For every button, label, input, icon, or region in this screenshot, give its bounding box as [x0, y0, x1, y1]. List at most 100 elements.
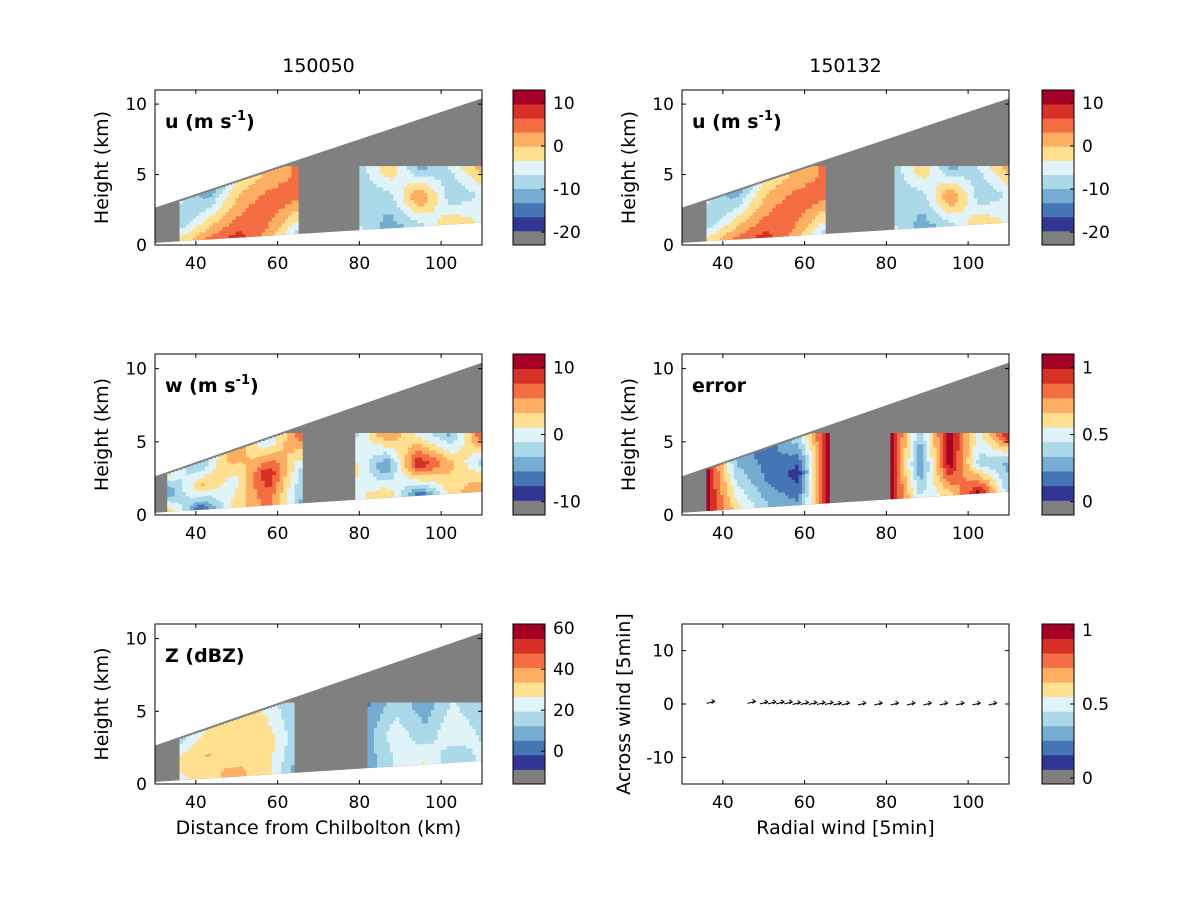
echo-cell [754, 455, 759, 460]
echo-cell [755, 208, 760, 212]
echo-cell [802, 209, 806, 214]
echo-cell [475, 181, 480, 186]
echo-cell [890, 447, 895, 452]
echo-cell [933, 485, 938, 490]
echo-cell [379, 190, 384, 195]
echo-cell [223, 495, 228, 500]
echo-cell [358, 458, 363, 463]
echo-cell [464, 482, 469, 487]
echo-cell [772, 223, 777, 228]
echo-cell [215, 468, 221, 472]
echo-cell [775, 177, 780, 182]
echo-cell [279, 453, 285, 459]
echo-cell [767, 490, 772, 495]
echo-cell [893, 458, 898, 463]
echo-cell [791, 446, 796, 452]
echo-cell [894, 221, 899, 227]
echo-cell [242, 486, 247, 491]
echo-cell [227, 461, 232, 466]
echo-cell [174, 506, 180, 510]
echo-cell [910, 479, 915, 484]
echo-cell [788, 448, 793, 453]
echo-cell [811, 207, 816, 212]
echo-cell [818, 207, 823, 212]
echo-cell [730, 503, 735, 507]
echo-cell [754, 464, 759, 469]
echo-cell [920, 436, 924, 441]
echo-cell [275, 500, 281, 505]
echo-cell [253, 443, 258, 448]
echo-cell [397, 433, 402, 438]
echo-cell [977, 166, 981, 170]
echo-cell [788, 483, 793, 488]
echo-cell [919, 206, 924, 211]
echo-cell [179, 209, 184, 213]
echo-cell [268, 460, 273, 465]
echo-cell [197, 465, 202, 469]
echo-cell [404, 433, 409, 438]
echo-cell [441, 169, 446, 174]
echo-cell [722, 202, 727, 206]
echo-cell [926, 457, 931, 462]
echo-cell [450, 476, 455, 481]
echo-cell [729, 193, 734, 197]
echo-cell [413, 166, 418, 171]
echo-cell [189, 202, 194, 206]
echo-cell [251, 203, 256, 208]
echo-cell [404, 460, 409, 466]
echo-cell [261, 207, 266, 212]
echo-cell [742, 194, 747, 198]
echo-cell [167, 496, 172, 500]
echo-cell [713, 495, 718, 499]
echo-cell [784, 459, 789, 464]
echo-cell [730, 466, 735, 470]
echo-cell [182, 493, 187, 497]
echo-cell [422, 457, 427, 462]
echo-cell [1005, 175, 1009, 180]
echo-cell [765, 205, 770, 210]
echo-cell [394, 436, 399, 441]
echo-cell [373, 204, 378, 209]
echo-cell [174, 488, 180, 492]
echo-cell [801, 443, 806, 449]
echo-cell [255, 185, 260, 190]
echo-cell [795, 438, 800, 443]
echo-cell [390, 447, 395, 452]
echo-cell [275, 230, 279, 236]
echo-cell [195, 200, 200, 204]
colorbar-tick-label: -10 [1082, 180, 1110, 200]
echo-cell [450, 462, 455, 467]
echo-cell [457, 469, 462, 474]
echo-cell [967, 201, 972, 206]
echo-field [706, 166, 1009, 242]
echo-cell [733, 500, 738, 504]
echo-cell [788, 228, 793, 233]
echo-cell [759, 222, 764, 226]
echo-cell [460, 479, 465, 483]
echo-cell [279, 457, 285, 463]
echo-cell [919, 213, 924, 218]
echo-cell [913, 186, 918, 191]
echo-cell [376, 197, 381, 202]
echo-cell [288, 207, 293, 212]
echo-cell [278, 197, 283, 202]
echo-cell [894, 200, 899, 206]
echo-cell [264, 465, 270, 470]
echo-cell [920, 464, 924, 469]
echo-cell [948, 169, 953, 174]
echo-cell [275, 466, 281, 471]
echo-cell [425, 460, 430, 465]
echo-cell [900, 221, 905, 226]
echo-cell [906, 458, 911, 463]
panel-label-close: ) [773, 111, 782, 133]
echo-cell [222, 198, 227, 202]
echo-cell [961, 175, 966, 180]
echo-cell [910, 200, 915, 205]
echo-cell [225, 234, 230, 239]
echo-cell [716, 216, 721, 220]
echo-cell [167, 477, 172, 481]
echo-cell [278, 201, 283, 206]
echo-cell [935, 202, 940, 207]
echo-cell [410, 219, 415, 224]
echo-cell [355, 440, 360, 445]
